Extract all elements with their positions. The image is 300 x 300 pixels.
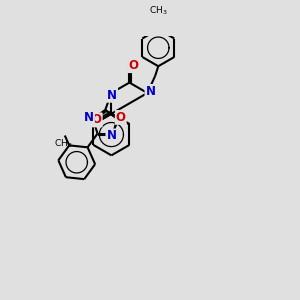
Text: N: N bbox=[84, 111, 94, 124]
Text: O: O bbox=[128, 59, 138, 72]
Text: O: O bbox=[116, 111, 126, 124]
Text: N: N bbox=[106, 129, 116, 142]
Text: O: O bbox=[92, 113, 102, 126]
Text: CH$_3$: CH$_3$ bbox=[54, 138, 73, 150]
Text: N: N bbox=[146, 85, 155, 98]
Text: CH$_3$: CH$_3$ bbox=[149, 4, 168, 17]
Text: N: N bbox=[107, 89, 117, 102]
